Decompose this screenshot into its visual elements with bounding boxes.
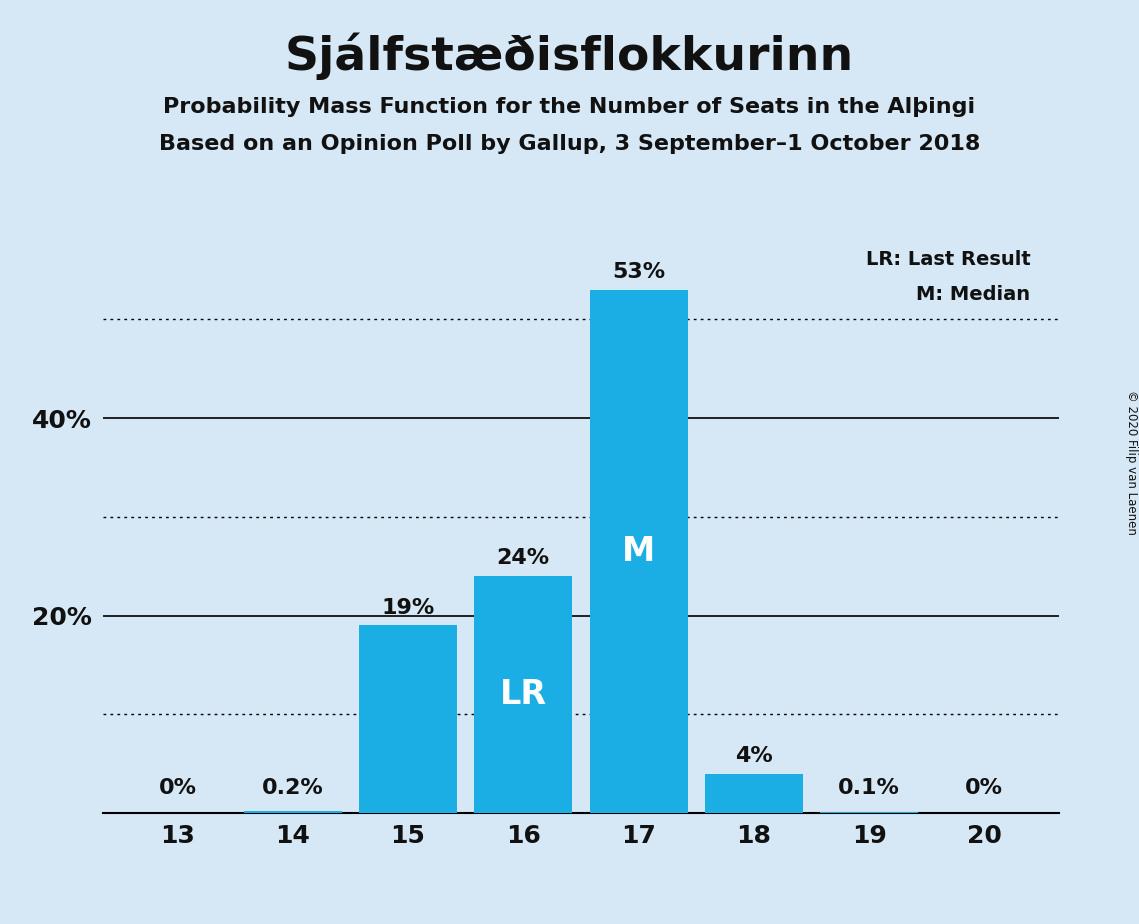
Text: M: Median: M: Median: [917, 285, 1031, 304]
Text: 0.2%: 0.2%: [262, 778, 323, 798]
Bar: [359, 626, 457, 813]
Text: Probability Mass Function for the Number of Seats in the Alþingi: Probability Mass Function for the Number…: [163, 97, 976, 117]
Bar: [705, 773, 803, 813]
Text: M: M: [622, 535, 655, 568]
Text: 19%: 19%: [382, 598, 435, 617]
Text: 24%: 24%: [497, 548, 550, 568]
Text: 0.1%: 0.1%: [838, 778, 900, 798]
Text: 0%: 0%: [966, 778, 1003, 798]
Bar: [820, 812, 918, 813]
Text: © 2020 Filip van Laenen: © 2020 Filip van Laenen: [1124, 390, 1138, 534]
Text: 0%: 0%: [158, 778, 196, 798]
Text: 53%: 53%: [612, 261, 665, 282]
Bar: [244, 811, 342, 813]
Text: LR: LR: [500, 678, 547, 711]
Text: Sjálfstæðisflokkurinn: Sjálfstæðisflokkurinn: [285, 32, 854, 79]
Bar: [474, 576, 572, 813]
Text: LR: Last Result: LR: Last Result: [866, 250, 1031, 269]
Text: Based on an Opinion Poll by Gallup, 3 September–1 October 2018: Based on an Opinion Poll by Gallup, 3 Se…: [158, 134, 981, 154]
Text: 4%: 4%: [735, 746, 772, 766]
Bar: [590, 289, 688, 813]
